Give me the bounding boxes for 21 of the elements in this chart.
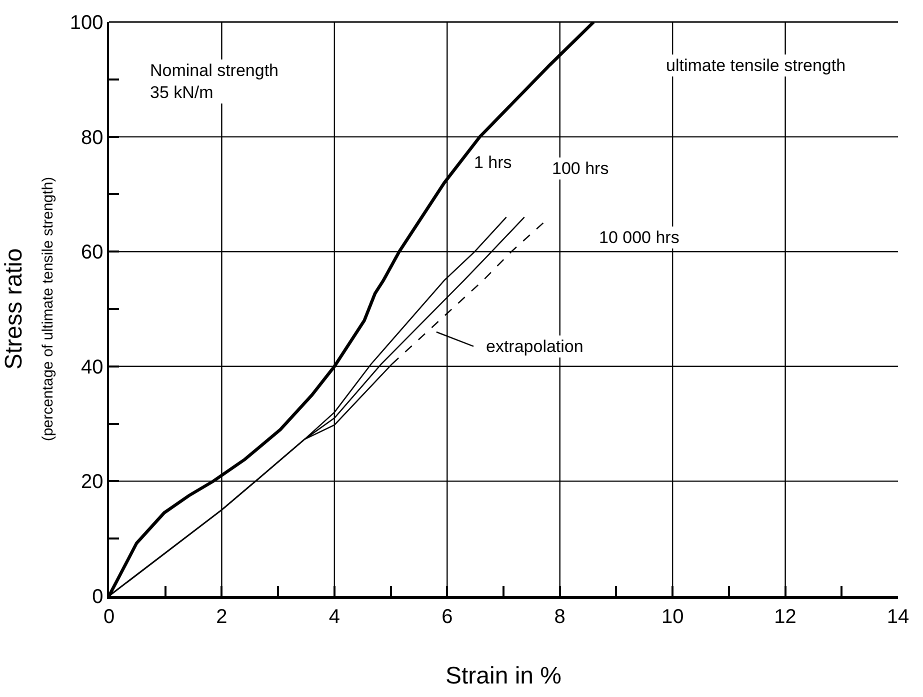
x-tick-label: 10: [661, 606, 684, 628]
y-tick-label: 100: [70, 12, 104, 34]
x-tick-label: 2: [216, 606, 228, 628]
annotation: Nominal strength 35 kN/m: [150, 61, 279, 102]
x-tick-label: 6: [442, 606, 453, 628]
y-tick-label: 80: [81, 126, 104, 149]
y-axis-title: Stress ratio (percentage of ultimate tensile strength): [0, 176, 56, 442]
annotation: 10 000 hrs: [599, 228, 680, 247]
y-tick-label: 40: [81, 356, 104, 378]
annotation: 1 hrs: [474, 153, 512, 172]
x-tick-label: 12: [774, 606, 796, 628]
x-axis-title: Strain in %: [445, 662, 562, 690]
x-tick-label: 14: [886, 606, 910, 628]
annotation: ultimate tensile strength: [666, 56, 846, 75]
annotation: extrapolation: [486, 337, 584, 356]
y-tick-label: 0: [92, 586, 104, 608]
annotation: 100 hrs: [552, 159, 609, 178]
y-tick-label: 60: [81, 242, 104, 264]
y-tick-label: 20: [81, 471, 104, 494]
x-tick-label: 8: [554, 606, 566, 628]
x-tick-label: 4: [328, 606, 340, 628]
